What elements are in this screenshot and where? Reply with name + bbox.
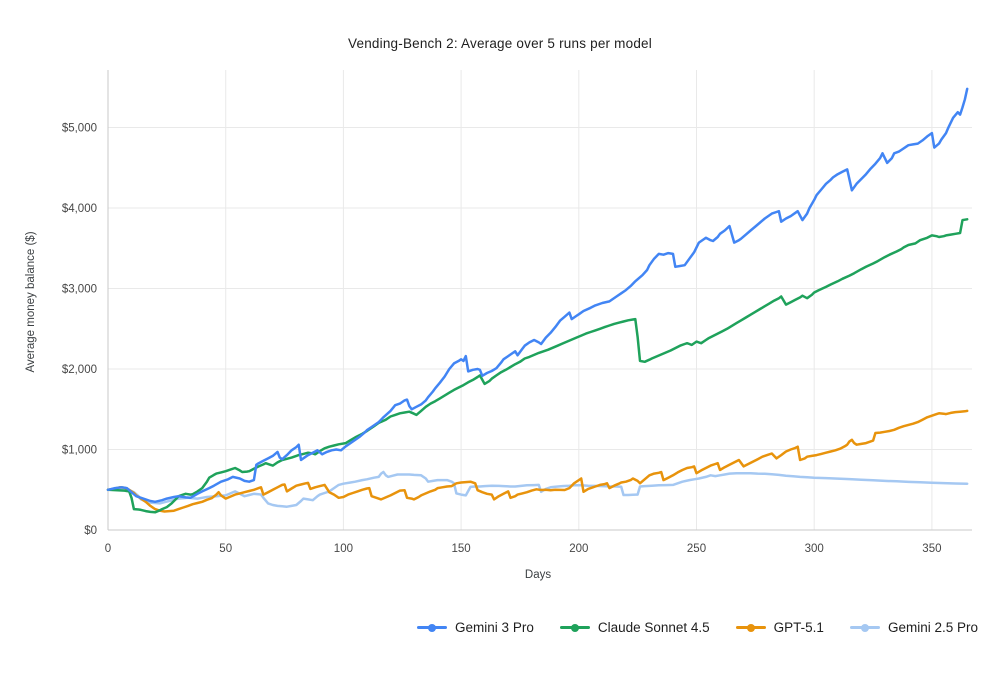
y-tick-label: $3,000 (62, 284, 97, 296)
y-tick-label: $5,000 (62, 123, 97, 135)
legend-label: Gemini 2.5 Pro (887, 620, 978, 635)
legend-line-dot-icon (849, 623, 880, 633)
legend-label: Gemini 3 Pro (455, 620, 534, 635)
legend-line-dot-icon (735, 623, 766, 633)
legend-line-dot-icon (417, 623, 448, 633)
y-tick-label: $0 (84, 525, 97, 537)
series-line-gpt-5-1 (106, 409, 969, 513)
axes (107, 70, 972, 531)
chart-title: Vending-Bench 2: Average over 5 runs per… (348, 36, 652, 51)
y-tick-label: $2,000 (62, 364, 97, 376)
series-line-gemini-2-5-pro (106, 470, 969, 508)
legend-item-claude-sonnet-4-5: Claude Sonnet 4.5 (559, 620, 710, 635)
series-line-gemini-3-pro (106, 87, 969, 504)
x-tick-label: 50 (219, 543, 232, 555)
x-tick-label: 0 (105, 543, 111, 555)
x-tick-label: 100 (334, 543, 353, 555)
x-tick-label: 200 (569, 543, 588, 555)
legend-line-dot-icon (559, 623, 590, 633)
x-axis-title: Days (524, 569, 552, 581)
x-tick-label: 250 (687, 543, 706, 555)
x-tick-label: 350 (922, 543, 941, 555)
legend-item-gemini-2-5-pro: Gemini 2.5 Pro (849, 620, 978, 635)
tick-labels: $0 $1,000 $2,000 $3,000 $4,000 $5,000 0 50 100 15… (62, 123, 942, 556)
series-line-claude-sonnet-4-5 (106, 218, 969, 514)
legend-label: Claude Sonnet 4.5 (597, 620, 710, 635)
legend-item-gemini-3-pro: Gemini 3 Pro (417, 620, 534, 635)
y-tick-label: $4,000 (62, 203, 97, 215)
x-tick-label: 150 (452, 543, 471, 555)
x-tick-label: 300 (805, 543, 824, 555)
y-tick-label: $1,000 (62, 445, 97, 457)
series-lines (106, 87, 969, 514)
legend-item-gpt-5-1: GPT-5.1 (735, 620, 824, 635)
gridlines (108, 70, 972, 530)
legend-label: GPT-5.1 (773, 620, 824, 635)
chart-legend: Gemini 3 Pro Claude Sonnet 4.5 GPT-5.1 Gemi… (417, 620, 978, 635)
